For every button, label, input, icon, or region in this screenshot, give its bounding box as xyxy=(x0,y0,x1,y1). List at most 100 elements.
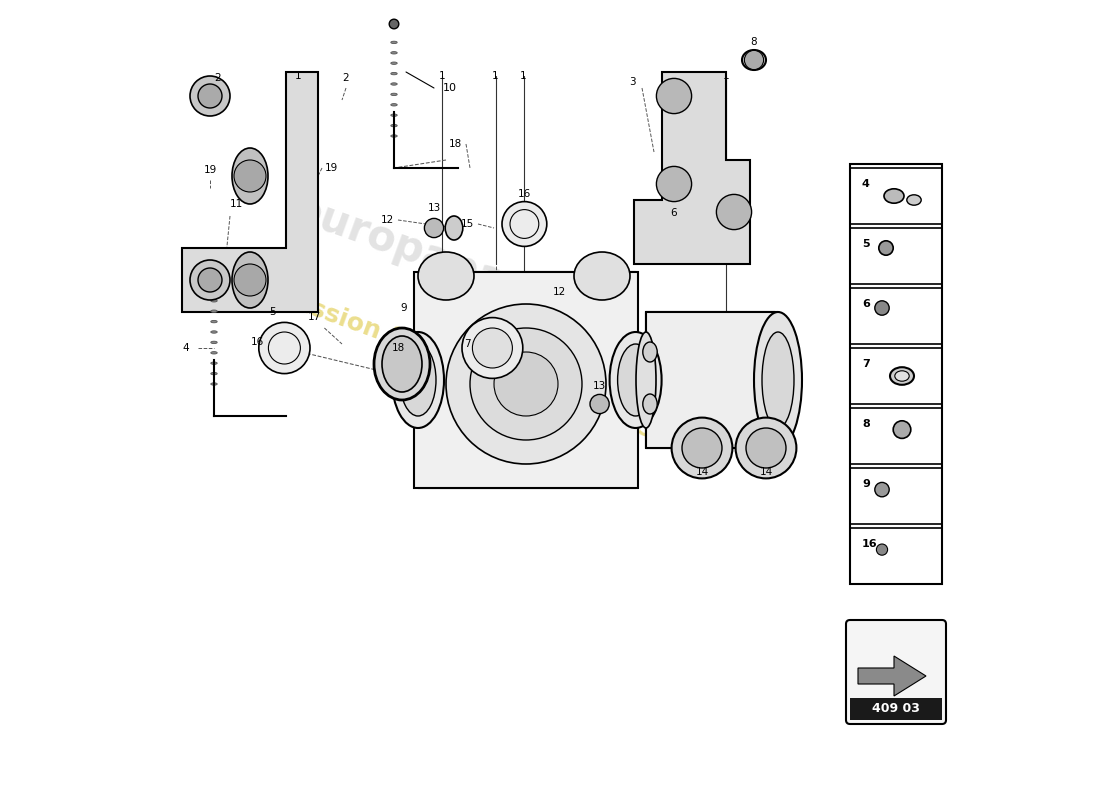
Text: 6: 6 xyxy=(671,208,678,218)
Bar xyxy=(646,312,774,448)
Circle shape xyxy=(472,328,513,368)
Circle shape xyxy=(494,352,558,416)
Circle shape xyxy=(682,428,722,468)
Text: 4: 4 xyxy=(862,179,870,189)
Circle shape xyxy=(209,267,219,277)
Text: 8: 8 xyxy=(750,37,757,46)
Text: 2: 2 xyxy=(214,73,221,82)
Ellipse shape xyxy=(232,148,268,204)
Ellipse shape xyxy=(400,344,436,416)
Ellipse shape xyxy=(642,342,657,362)
Circle shape xyxy=(462,318,522,378)
Polygon shape xyxy=(858,656,926,696)
Ellipse shape xyxy=(762,332,794,428)
Ellipse shape xyxy=(754,312,802,448)
Text: 16: 16 xyxy=(862,539,878,549)
Circle shape xyxy=(425,218,443,238)
Ellipse shape xyxy=(390,124,397,127)
Ellipse shape xyxy=(211,383,217,386)
Ellipse shape xyxy=(642,394,657,414)
Bar xyxy=(850,168,942,224)
Circle shape xyxy=(190,76,230,116)
Ellipse shape xyxy=(211,300,217,302)
Circle shape xyxy=(657,166,692,202)
Text: 1: 1 xyxy=(295,71,301,81)
Ellipse shape xyxy=(742,50,766,70)
Circle shape xyxy=(672,418,733,478)
Circle shape xyxy=(745,50,763,70)
Bar xyxy=(850,698,942,720)
Text: 1: 1 xyxy=(520,71,527,81)
Text: 5: 5 xyxy=(862,239,870,249)
Text: 4: 4 xyxy=(183,343,189,353)
Bar xyxy=(850,164,942,584)
Circle shape xyxy=(657,78,692,114)
Circle shape xyxy=(470,328,582,440)
Text: 12: 12 xyxy=(381,215,394,225)
Ellipse shape xyxy=(390,103,397,106)
Ellipse shape xyxy=(390,114,397,117)
Ellipse shape xyxy=(390,72,397,75)
Text: 17: 17 xyxy=(308,312,321,322)
Ellipse shape xyxy=(390,41,397,44)
Text: 409 03: 409 03 xyxy=(872,702,920,715)
Ellipse shape xyxy=(574,252,630,300)
Text: 7: 7 xyxy=(862,359,870,369)
Bar xyxy=(850,228,942,284)
Bar xyxy=(850,348,942,404)
Circle shape xyxy=(258,322,310,374)
Text: 14: 14 xyxy=(695,467,708,477)
Ellipse shape xyxy=(390,62,397,65)
Ellipse shape xyxy=(890,367,914,385)
Text: 6: 6 xyxy=(862,299,870,309)
Text: 9: 9 xyxy=(400,303,407,313)
Ellipse shape xyxy=(211,372,217,374)
Ellipse shape xyxy=(617,344,653,416)
Text: 15: 15 xyxy=(461,219,474,229)
Text: 5: 5 xyxy=(270,307,276,317)
Bar xyxy=(850,468,942,524)
Ellipse shape xyxy=(211,310,217,313)
Circle shape xyxy=(590,394,609,414)
Text: 1: 1 xyxy=(439,71,446,81)
Ellipse shape xyxy=(390,51,397,54)
Ellipse shape xyxy=(893,421,911,438)
Text: 14: 14 xyxy=(759,467,772,477)
Text: 13: 13 xyxy=(428,203,441,213)
Ellipse shape xyxy=(884,189,904,203)
Ellipse shape xyxy=(211,362,217,365)
Circle shape xyxy=(446,304,606,464)
Ellipse shape xyxy=(390,82,397,86)
Text: 7: 7 xyxy=(464,339,471,349)
Text: 11: 11 xyxy=(230,199,243,209)
Ellipse shape xyxy=(609,332,661,428)
Ellipse shape xyxy=(636,332,656,428)
Text: 18: 18 xyxy=(393,343,406,353)
Text: 10: 10 xyxy=(443,83,456,93)
Ellipse shape xyxy=(418,252,474,300)
Ellipse shape xyxy=(374,328,430,400)
Circle shape xyxy=(234,160,266,192)
Circle shape xyxy=(877,544,888,555)
Text: 8: 8 xyxy=(862,419,870,429)
Ellipse shape xyxy=(211,321,217,322)
Ellipse shape xyxy=(894,371,910,382)
Circle shape xyxy=(502,202,547,246)
Ellipse shape xyxy=(446,216,463,240)
Circle shape xyxy=(389,19,399,29)
Circle shape xyxy=(190,260,230,300)
Text: 19: 19 xyxy=(204,165,217,174)
Bar xyxy=(414,272,638,488)
Text: 13: 13 xyxy=(593,381,606,390)
Text: 19: 19 xyxy=(324,163,338,173)
Text: 16: 16 xyxy=(518,189,531,198)
Text: 2: 2 xyxy=(343,73,350,82)
Circle shape xyxy=(874,482,889,497)
Polygon shape xyxy=(634,72,750,264)
Ellipse shape xyxy=(390,93,397,96)
Circle shape xyxy=(874,301,889,315)
Ellipse shape xyxy=(211,289,217,291)
Bar xyxy=(850,288,942,344)
Circle shape xyxy=(716,194,751,230)
Circle shape xyxy=(198,84,222,108)
